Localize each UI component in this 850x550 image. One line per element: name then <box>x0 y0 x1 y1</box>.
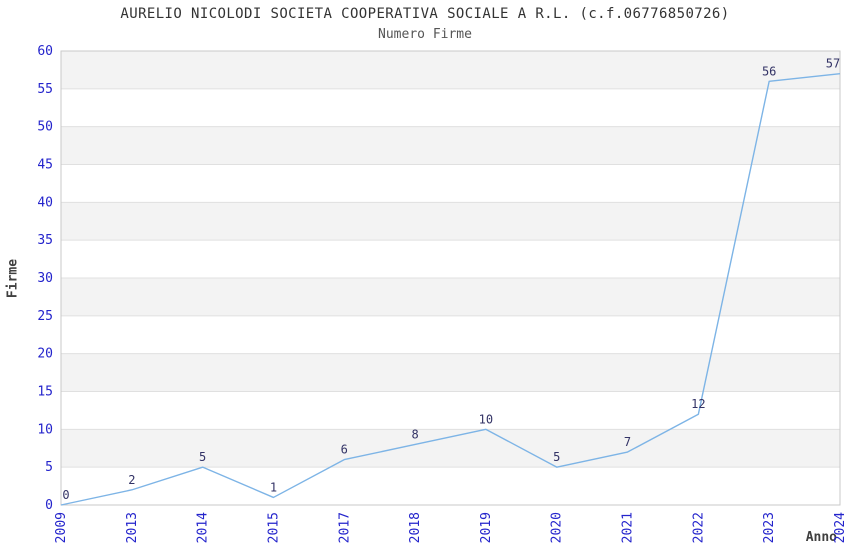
y-tick-label: 0 <box>45 498 53 513</box>
x-tick-label: 2020 <box>550 512 565 543</box>
x-tick-label: 2015 <box>266 512 281 543</box>
data-point-label: 7 <box>624 435 631 449</box>
chart-title: AURELIO NICOLODI SOCIETA COOPERATIVA SOC… <box>120 6 730 22</box>
data-point-label: 0 <box>62 488 69 502</box>
plot-border <box>60 50 841 506</box>
y-tick-label: 25 <box>37 309 53 324</box>
x-tick-label: 2024 <box>833 512 848 543</box>
x-tick-label: 2014 <box>196 512 211 543</box>
x-tick-label: 2019 <box>479 512 494 543</box>
y-tick-label: 35 <box>37 233 53 248</box>
data-point-label: 2 <box>128 473 135 487</box>
data-point-label: 1 <box>270 480 277 494</box>
x-tick-label: 2018 <box>408 512 423 543</box>
y-tick-label: 45 <box>37 158 53 173</box>
y-tick-label: 55 <box>37 82 53 97</box>
data-point-label: 8 <box>411 427 418 441</box>
x-axis-title: Anno <box>805 530 837 545</box>
y-tick-label: 30 <box>37 271 53 286</box>
data-point-label: 57 <box>826 57 840 71</box>
plot-band <box>61 353 840 392</box>
chart-subtitle: Numero Firme <box>378 27 472 42</box>
data-line <box>60 73 841 506</box>
plot-band <box>61 429 840 468</box>
plot-band <box>61 126 840 165</box>
y-tick-label: 60 <box>37 44 53 59</box>
y-tick-label: 10 <box>37 422 53 437</box>
data-point-label: 5 <box>199 450 206 464</box>
y-tick-label: 20 <box>37 347 53 362</box>
data-point-label: 10 <box>479 412 493 426</box>
data-point-label: 5 <box>553 450 560 464</box>
x-tick-label: 2009 <box>54 512 69 543</box>
plot-band <box>61 51 840 89</box>
y-tick-label: 40 <box>37 195 53 210</box>
data-point-label: 12 <box>691 397 705 411</box>
y-tick-label: 50 <box>37 120 53 135</box>
x-tick-label: 2021 <box>621 512 636 543</box>
data-point-label: 6 <box>341 443 348 457</box>
x-tick-label: 2013 <box>125 512 140 543</box>
x-tick-label: 2017 <box>337 512 352 543</box>
y-tick-label: 15 <box>37 385 53 400</box>
plot-band <box>61 202 840 241</box>
data-point-label: 56 <box>762 64 776 78</box>
plot-band <box>61 278 840 316</box>
x-tick-label: 2022 <box>691 512 706 543</box>
x-tick-label: 2023 <box>762 512 777 543</box>
y-tick-label: 5 <box>45 460 53 475</box>
